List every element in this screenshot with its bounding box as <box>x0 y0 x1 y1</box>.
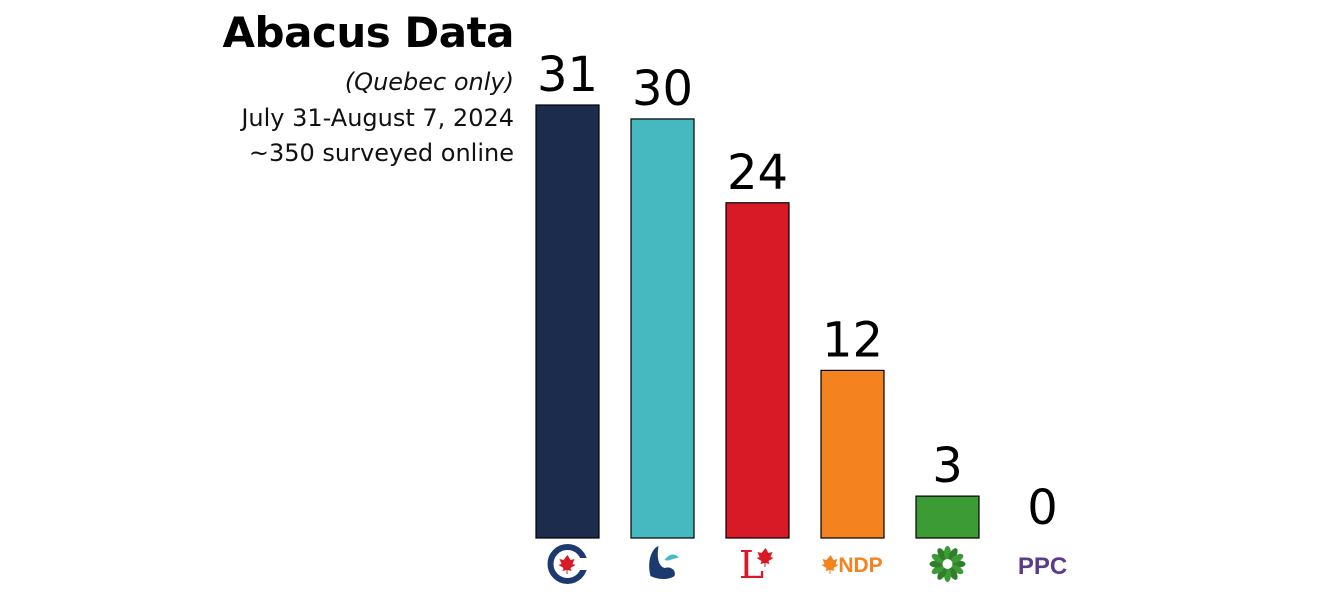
chart-title: Abacus Data <box>222 8 515 57</box>
region-subtitle: (Quebec only) <box>344 68 514 96</box>
ndp-logo-text: NDP <box>838 554 882 577</box>
ndp-logo-icon: NDP <box>821 554 883 577</box>
value-label-bq: 30 <box>632 61 693 117</box>
cpc-logo-icon <box>547 544 588 584</box>
bar-gpc <box>915 495 980 539</box>
survey-dates: July 31-August 7, 2024 <box>241 104 514 132</box>
value-label-gpc: 3 <box>932 438 963 494</box>
value-label-ppc: 0 <box>1027 480 1058 536</box>
value-label-ndp: 12 <box>822 312 883 368</box>
bq-logo-icon <box>649 546 679 579</box>
value-label-cpc: 31 <box>537 47 598 103</box>
sample-size: ~350 surveyed online <box>248 139 514 167</box>
value-label-lpc: 24 <box>727 145 788 201</box>
bar-bq <box>630 118 695 539</box>
ppc-logo-icon: PPC <box>1018 553 1067 580</box>
lpc-logo-icon: L <box>739 543 774 587</box>
lpc-logo-letter: L <box>739 543 764 587</box>
gpc-logo-icon <box>929 546 966 582</box>
bar-ndp <box>820 369 885 539</box>
bar-lpc <box>725 202 790 539</box>
bar-cpc <box>535 104 600 539</box>
